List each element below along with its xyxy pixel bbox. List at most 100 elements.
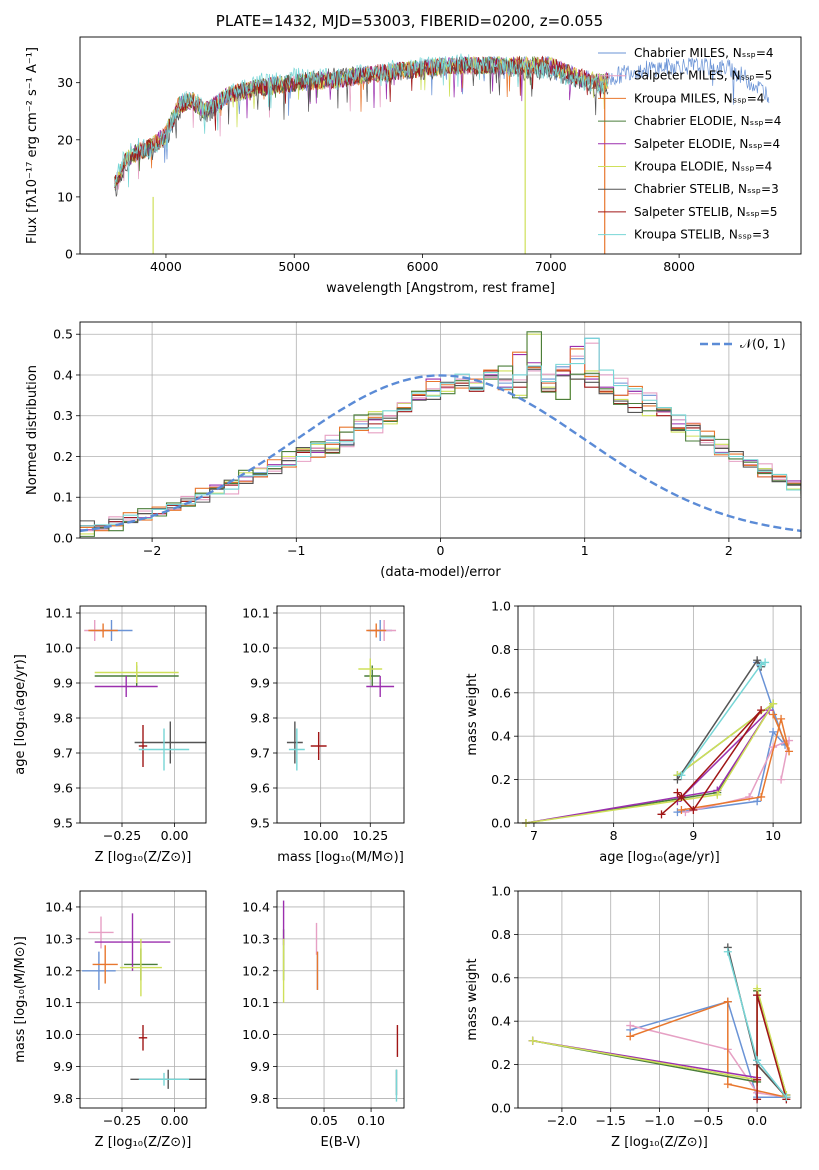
panel-mass-weight-vs-age: 7 8 9 10 0.0 0.2 0.4 0.6 0.8 1.0 age [log₁₀(age/yr… bbox=[465, 599, 802, 865]
y-tick-label: 10.0 bbox=[45, 1027, 73, 1042]
x-tick-label: 5000 bbox=[278, 259, 310, 274]
x-tick-label: 8 bbox=[610, 828, 618, 843]
x-tick-label: 7000 bbox=[535, 259, 567, 274]
y-tick-label: 0.4 bbox=[491, 729, 511, 744]
legend: 𝒩(0, 1) bbox=[700, 336, 786, 351]
y-tick-label: 20 bbox=[57, 132, 73, 147]
panel-mass-vs-Z: −0.25 0.00 9.8 9.9 10.0 10.1 10.2 10.3 10.4 Z [lo… bbox=[13, 890, 207, 1150]
y-tick-label: 0.2 bbox=[491, 772, 511, 787]
x-axis-label: age [log₁₀(age/yr)] bbox=[599, 850, 720, 865]
plot-frame bbox=[276, 605, 405, 824]
y-tick-label: 10.1 bbox=[242, 995, 270, 1010]
legend-entry: Chabrier STELIB, Nₛₛₚ=3 bbox=[634, 182, 779, 196]
y-tick-label: 10.0 bbox=[242, 641, 270, 656]
y-tick-label: 9.5 bbox=[250, 816, 270, 831]
figure-title: PLATE=1432, MJD=53003, FIBERID=0200, z=0… bbox=[215, 12, 604, 30]
weight-series bbox=[676, 658, 762, 781]
plot-frame bbox=[276, 890, 405, 1109]
x-tick-label: 9 bbox=[689, 828, 697, 843]
y-tick-label: 0.2 bbox=[491, 1057, 511, 1072]
y-tick-label: 0.8 bbox=[491, 927, 511, 942]
weight-marker bbox=[723, 947, 732, 956]
weight-marker bbox=[677, 792, 686, 801]
panel-age-vs-Z: −0.25 0.00 9.5 9.6 9.7 9.8 9.9 10.0 10.1 Z [log₁₀… bbox=[13, 605, 207, 865]
y-tick-label: 10.3 bbox=[242, 931, 270, 946]
weight-marker bbox=[777, 775, 786, 784]
histogram-series bbox=[80, 368, 801, 529]
y-tick-label: 1.0 bbox=[491, 599, 511, 614]
x-tick-label: 0.10 bbox=[357, 1113, 385, 1128]
legend-entry: 𝒩(0, 1) bbox=[740, 336, 786, 351]
y-axis-label: age [log₁₀(age/yr)] bbox=[13, 654, 28, 775]
y-tick-label: 9.9 bbox=[250, 1059, 270, 1074]
weight-marker bbox=[753, 1075, 762, 1084]
y-axis-label: mass weight bbox=[465, 673, 480, 755]
x-tick-label: 7 bbox=[530, 828, 538, 843]
y-tick-label: 10.0 bbox=[242, 1027, 270, 1042]
plot-frame bbox=[79, 605, 207, 824]
y-tick-label: 9.8 bbox=[250, 711, 270, 726]
x-tick-label: 0 bbox=[437, 543, 445, 558]
y-tick-label: 9.8 bbox=[250, 1091, 270, 1106]
y-tick-label: 10.4 bbox=[242, 899, 270, 914]
panel-mass-vs-EBV: 0.05 0.10 9.8 9.9 10.0 10.1 10.2 10.3 10.4 E(B-V) bbox=[242, 890, 405, 1150]
legend-entry: Chabrier ELODIE, Nₛₛₚ=4 bbox=[634, 114, 781, 128]
weight-marker bbox=[689, 805, 698, 814]
y-tick-label: 9.6 bbox=[53, 781, 73, 796]
x-axis-label: mass [log₁₀(M/M⊙)] bbox=[277, 850, 404, 865]
x-tick-label: 1 bbox=[581, 543, 589, 558]
weight-series bbox=[525, 702, 774, 824]
y-tick-label: 0.0 bbox=[491, 816, 511, 831]
y-tick-label: 10.0 bbox=[45, 641, 73, 656]
spectrum-series bbox=[114, 55, 609, 187]
weight-marker bbox=[753, 1095, 762, 1104]
legend-entry: Kroupa ELODIE, Nₛₛₚ=4 bbox=[634, 160, 772, 174]
plot-frame bbox=[79, 36, 802, 255]
y-tick-label: 10.4 bbox=[45, 899, 73, 914]
weight-marker bbox=[677, 771, 686, 780]
y-tick-label: 0.2 bbox=[53, 449, 73, 464]
y-tick-label: 0.5 bbox=[53, 327, 73, 342]
x-tick-label: 0.05 bbox=[310, 1113, 338, 1128]
x-tick-label: 10 bbox=[765, 828, 781, 843]
histogram-series bbox=[80, 333, 801, 535]
x-tick-label: 10.25 bbox=[352, 828, 388, 843]
legend-entry: Salpeter MILES, Nₛₛₚ=5 bbox=[634, 69, 772, 83]
plot-frame bbox=[79, 890, 207, 1109]
panel-mass-weight-vs-Z: −2.0 −1.5 −1.0 −0.5 0.0 0.0 0.2 0.4 0.6 0.8 1.0 Z [… bbox=[465, 884, 802, 1150]
weight-marker bbox=[723, 1080, 732, 1089]
x-tick-label: −1 bbox=[287, 543, 305, 558]
y-tick-label: 9.7 bbox=[53, 746, 73, 761]
x-tick-label: −1.0 bbox=[644, 1113, 674, 1128]
spectrum-series bbox=[114, 55, 609, 191]
legend: Chabrier MILES, Nₛₛₚ=4 Salpeter MILES, Nₛ… bbox=[598, 46, 781, 242]
y-tick-label: 0.6 bbox=[491, 685, 511, 700]
weight-marker bbox=[723, 997, 732, 1006]
weight-marker bbox=[757, 792, 766, 801]
y-tick-label: 0.4 bbox=[491, 1014, 511, 1029]
x-tick-label: 0.00 bbox=[161, 828, 189, 843]
legend-entry: Salpeter STELIB, Nₛₛₚ=5 bbox=[634, 205, 778, 219]
weight-marker bbox=[626, 1032, 635, 1041]
x-tick-label: 0.00 bbox=[161, 1113, 189, 1128]
x-axis-label: (data-model)/error bbox=[380, 565, 501, 580]
x-axis-label: Z [log₁₀(Z/Z⊙)] bbox=[611, 1135, 708, 1150]
y-tick-label: 0 bbox=[65, 247, 73, 262]
y-axis-label: mass [log₁₀(M/M⊙)] bbox=[13, 936, 28, 1063]
x-tick-label: 4000 bbox=[150, 259, 182, 274]
panel-residuals: −2 −1 0 1 2 0.0 0.1 0.2 0.3 0.4 0.5 (data-model)/er… bbox=[25, 321, 802, 580]
weight-marker bbox=[753, 1056, 762, 1065]
y-tick-label: 0.0 bbox=[53, 531, 73, 546]
weight-marker bbox=[673, 775, 682, 784]
weight-series bbox=[756, 994, 788, 1100]
weight-series bbox=[630, 1024, 787, 1098]
y-tick-label: 0.3 bbox=[53, 408, 73, 423]
weight-marker bbox=[769, 727, 778, 736]
weight-marker bbox=[753, 797, 762, 806]
normal-curve bbox=[79, 374, 802, 533]
plot-frame bbox=[517, 890, 802, 1109]
weight-marker bbox=[782, 1093, 791, 1102]
y-axis-label: mass weight bbox=[465, 958, 480, 1040]
